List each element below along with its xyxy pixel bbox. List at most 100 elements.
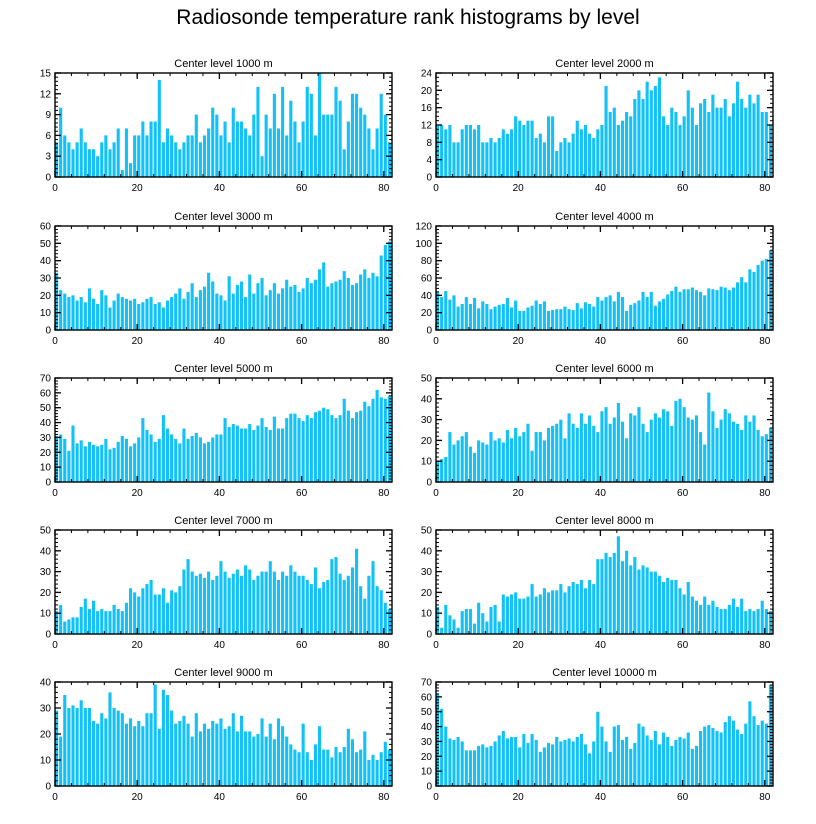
bar (542, 747, 546, 786)
bar (141, 726, 145, 786)
bar (120, 713, 124, 786)
bar (625, 310, 629, 330)
bar (293, 284, 297, 330)
x-tick-label: 20 (513, 183, 525, 194)
bar (55, 435, 59, 482)
bar (211, 281, 215, 330)
bar (342, 579, 346, 634)
bar (579, 579, 583, 634)
bar (748, 94, 752, 177)
y-tick-label: 20 (421, 308, 433, 319)
bar (592, 138, 596, 177)
x-tick-label: 60 (296, 488, 308, 499)
bar (190, 135, 194, 177)
bar (489, 138, 493, 177)
bar (120, 170, 124, 177)
bar (649, 571, 653, 634)
bar (727, 716, 731, 786)
bar (355, 283, 359, 330)
x-tick-label: 40 (214, 792, 226, 803)
bar (620, 739, 625, 786)
bar (678, 125, 682, 177)
bar (174, 293, 178, 330)
bar (666, 577, 670, 634)
bar (124, 298, 128, 330)
panel-10: Center level 10000 m 0 20 40 60 80 0 10 20 30 40 50… (421, 667, 774, 803)
bar (699, 731, 703, 786)
bar (723, 722, 727, 786)
bar (235, 425, 239, 482)
bar (472, 129, 477, 177)
bar (682, 407, 686, 482)
bar (592, 425, 596, 482)
bar (367, 760, 371, 786)
bar (657, 417, 662, 482)
bar (285, 736, 289, 786)
bar (198, 437, 202, 482)
bar (563, 306, 567, 330)
bar (752, 611, 756, 634)
bar (563, 739, 567, 786)
bar (231, 424, 235, 482)
panel-title: Center level 2000 m (555, 58, 653, 70)
y-tick-label: 50 (40, 526, 52, 537)
bar (264, 114, 268, 177)
bar (497, 304, 501, 330)
bar (252, 114, 256, 177)
panel-3: Center level 3000 m 0 20 40 60 80 0 10 20 30 40 50 6… (40, 211, 393, 347)
bar (657, 744, 662, 786)
bar (59, 290, 63, 330)
bar (641, 291, 645, 330)
bar (744, 107, 748, 177)
bar (334, 86, 338, 177)
bar (223, 300, 227, 330)
bar (464, 297, 468, 330)
bar (707, 288, 711, 330)
x-tick-label: 60 (677, 183, 689, 194)
bar (313, 279, 318, 330)
bar (744, 415, 748, 482)
bar (666, 125, 670, 177)
bar (59, 604, 63, 634)
bar (379, 255, 383, 330)
bar (690, 748, 694, 786)
bar (501, 731, 505, 786)
bar (563, 138, 567, 177)
bar (190, 571, 194, 634)
bar (87, 149, 91, 177)
bar (359, 586, 363, 634)
bar (604, 741, 608, 786)
bar (538, 304, 542, 330)
bar (715, 606, 719, 634)
bar (719, 107, 723, 177)
bar (128, 446, 133, 482)
x-tick-label: 40 (214, 183, 226, 194)
bar (371, 561, 375, 634)
bar (727, 290, 731, 330)
bar (264, 427, 268, 482)
bar (472, 297, 477, 330)
bar (330, 283, 334, 330)
bar (760, 436, 764, 482)
bar (559, 309, 563, 330)
bar (293, 571, 297, 634)
bar (137, 721, 141, 786)
bar (141, 588, 145, 634)
x-tick-label: 0 (52, 488, 58, 499)
bar (736, 606, 740, 634)
bar (128, 588, 133, 634)
bar (752, 716, 756, 786)
bar (223, 121, 227, 177)
bar (387, 395, 391, 482)
bar (202, 723, 207, 786)
bar (141, 121, 145, 177)
y-tick-label: 40 (40, 678, 52, 689)
bar (318, 410, 322, 482)
bar (190, 435, 194, 482)
x-tick-label: 20 (132, 640, 144, 651)
bar (256, 734, 260, 786)
bar (472, 452, 477, 482)
bar (268, 128, 272, 177)
bar (575, 303, 579, 330)
